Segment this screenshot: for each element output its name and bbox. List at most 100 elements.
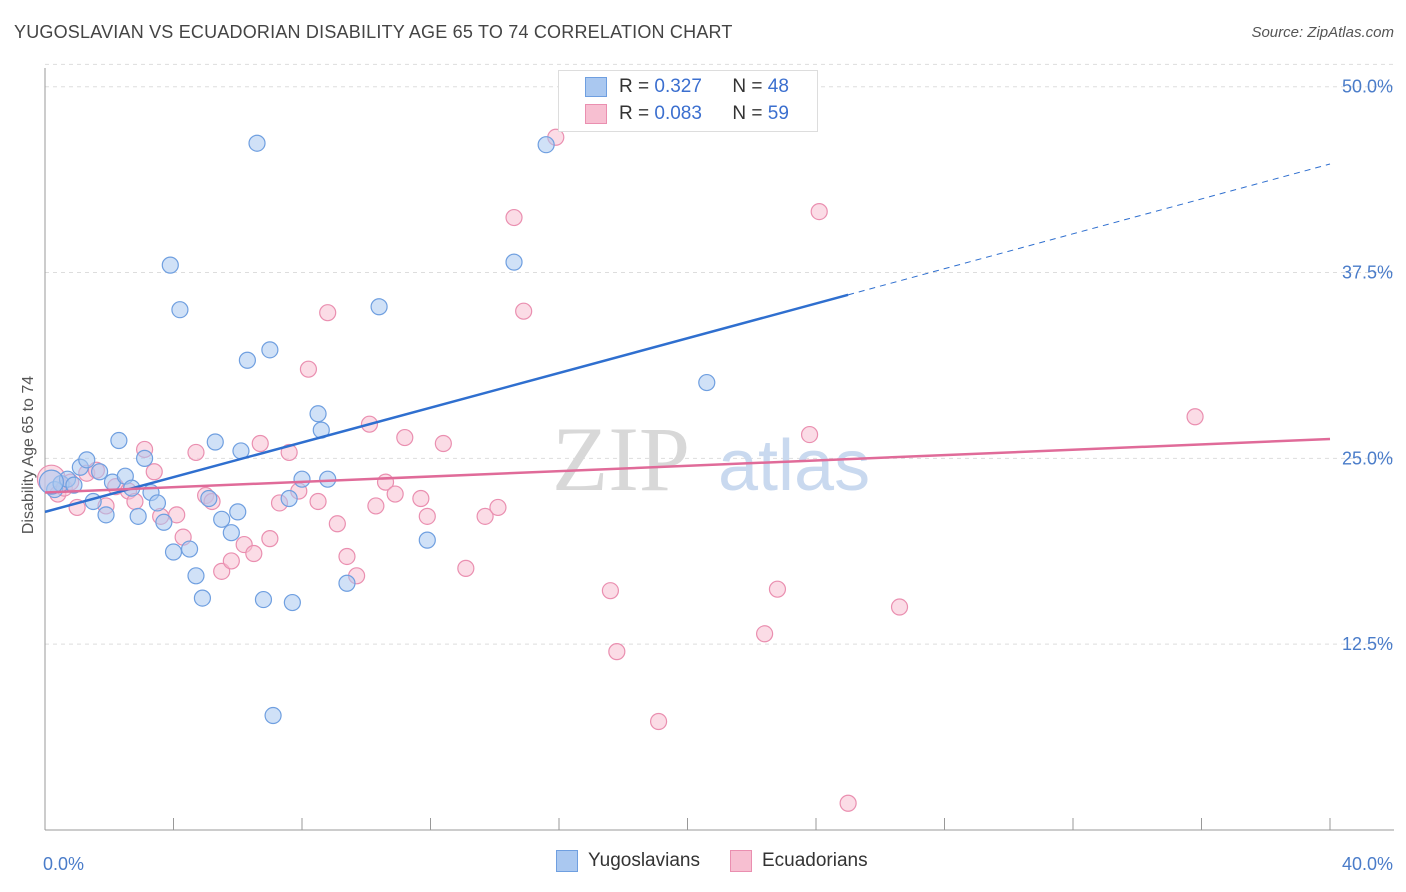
y-tick-label: 50.0% [1342,77,1393,97]
yugoslavian-point [38,469,65,495]
x-tick-label: 40.0% [1342,854,1393,874]
ecuadorian-point [601,582,620,600]
ecuadorian-point [768,580,787,598]
ecuadorian-point [1186,408,1204,426]
yugoslavian-point [97,506,115,524]
yugoslavian-point [248,134,266,152]
yugoslavian-point [155,513,173,531]
ecuadorian-point [367,497,385,515]
ecuadorian-point [418,507,436,525]
bottom-legend-swatch-blue [556,850,578,872]
ecuadorian-point [319,304,337,322]
ecuadorian-point [515,302,533,320]
ecuadorian-point [890,598,909,616]
yugoslavian-point [229,503,247,521]
ecuadorian-point [412,489,430,508]
legend-box: R = 0.327 N = 48 R = 0.083 N = 59 [558,70,818,132]
yugoslavian-point [254,590,273,609]
yugoslavian-point [505,253,523,271]
y-tick-labels: 12.5% 25.0% 37.5% 50.0% [1342,77,1393,654]
legend-n-value: 59 [767,103,789,124]
bottom-legend-yugoslavians: Yugoslavians [556,850,700,872]
ecuadorian-point [839,794,857,812]
bottom-legend: Yugoslavians Ecuadorians [556,850,898,872]
legend-r-label: R = [619,76,650,97]
yugoslavian-point [200,489,218,508]
ecuadorian-point [222,552,240,570]
y-axis-label: Disability Age 65 to 74 [20,376,37,534]
yugoslavian-point [309,405,327,423]
yugoslavian-point [283,593,301,612]
ecuadorian-point [280,443,298,462]
yugoslavian-point [213,510,231,528]
ecuadorian-point [505,208,523,227]
legend-swatch-pink [585,104,607,124]
ecuadorian-point [245,544,263,563]
trend-lines [44,163,1331,514]
legend-row-yugoslavians: R = 0.327 N = 48 [585,74,789,100]
ecuadorian-point [396,428,414,447]
bottom-legend-label-yugoslavians: Yugoslavians [588,850,700,871]
yugoslavian-point [78,451,96,469]
ecuadorian-point [168,506,186,524]
legend-r-value: 0.327 [654,76,702,97]
ecuadorian-point [386,485,404,503]
yugoslavian-point [148,494,167,512]
yugoslavian-point [238,351,256,369]
ecuadorian-point [800,425,819,444]
bottom-legend-swatch-pink [729,850,752,872]
yugoslavian-point [261,341,279,359]
ecuadorian-point [309,492,327,511]
watermark-zip: ZIP [552,408,690,510]
yugoslavian-trend-line [44,293,849,514]
yugoslavian-point [206,433,224,451]
watermark-atlas: atlas [718,426,870,506]
ecuadorian-point [649,712,668,731]
ecuadorian-point [187,443,205,462]
legend-r-label: R = [619,103,650,124]
yugoslavian-point [293,470,311,488]
ecuadorian-point [251,434,269,453]
ecuadorian-point [434,434,452,453]
yugoslavian-point [222,524,240,542]
yugoslavian-point [135,449,154,467]
legend-n-label: N = [732,76,763,97]
yugoslavian-point [193,589,212,607]
y-tick-label: 12.5% [1342,634,1393,654]
x-tick-labels: 0.0% 40.0% [43,854,1393,874]
yugoslavian-trend-extension [847,163,1331,296]
yugoslavian-point [418,531,436,549]
ecuadorian-point [299,360,318,378]
ecuadorian-point [338,547,356,566]
yugoslavian-point [537,136,555,154]
yugoslavian-point [698,373,716,392]
legend-row-ecuadorians: R = 0.083 N = 59 [585,101,789,127]
ecuadorian-point [261,530,279,548]
legend-n-label: N = [732,103,763,124]
yugoslavian-point [161,256,179,274]
y-tick-label: 37.5% [1342,263,1393,283]
bottom-legend-label-ecuadorians: Ecuadorians [761,850,868,871]
yugoslavian-point [338,574,356,592]
bottom-legend-ecuadorians: Ecuadorians [729,850,868,872]
axes [44,68,1394,831]
chart-title: YUGOSLAVIAN VS ECUADORIAN DISABILITY AGE… [14,22,733,42]
ecuadorian-point [810,203,828,221]
yugoslavian-point [65,476,83,494]
yugoslavian-point [129,507,147,525]
ecuadorian-point [476,507,494,525]
yugoslavian-point [164,543,183,561]
yugoslavian-point [91,463,109,481]
ecuadorian-point [145,463,163,481]
legend-n-value: 48 [767,76,789,97]
yugoslavian-point [180,540,199,558]
ecuadorian-point [755,625,774,643]
x-tick-label: 0.0% [43,854,84,874]
yugoslavian-point [280,489,298,508]
legend-swatch-blue [585,77,607,97]
y-tick-label: 25.0% [1342,448,1393,468]
legend-r-value: 0.083 [654,103,702,124]
ecuadorian-point [328,515,346,533]
source-label: Source: ZipAtlas.com [1251,24,1394,41]
